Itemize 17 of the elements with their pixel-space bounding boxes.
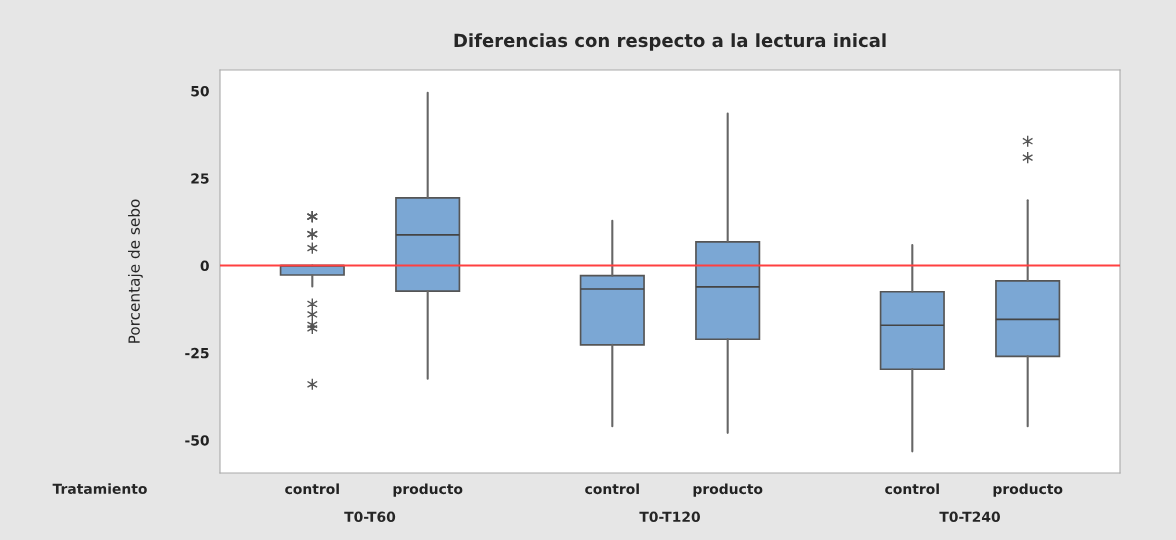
y-axis-title: Porcentaje de sebo <box>128 199 143 343</box>
x-tick-label: control <box>285 483 339 495</box>
text: T0-T60 <box>344 511 396 523</box>
y-tick-label: -50 <box>185 435 209 446</box>
y-tick-label: 0 <box>200 260 209 272</box>
y-tick-label: 50 <box>191 85 209 97</box>
x-tick-label: control <box>585 483 639 495</box>
text: T0-T120 <box>639 511 700 523</box>
y-tick-label: 25 <box>191 173 209 184</box>
chart-title: Diferencias con respecto a la lectura inical <box>454 33 886 51</box>
text: T0-T240 <box>939 511 1000 523</box>
x-tick-label: producto <box>693 483 763 497</box>
y-tick-label: -25 <box>185 347 209 359</box>
x-tick-label: producto <box>393 483 463 497</box>
x-tick-label: producto <box>993 483 1063 497</box>
text: Tratamiento <box>52 483 147 495</box>
x-tick-label: control <box>885 483 939 495</box>
